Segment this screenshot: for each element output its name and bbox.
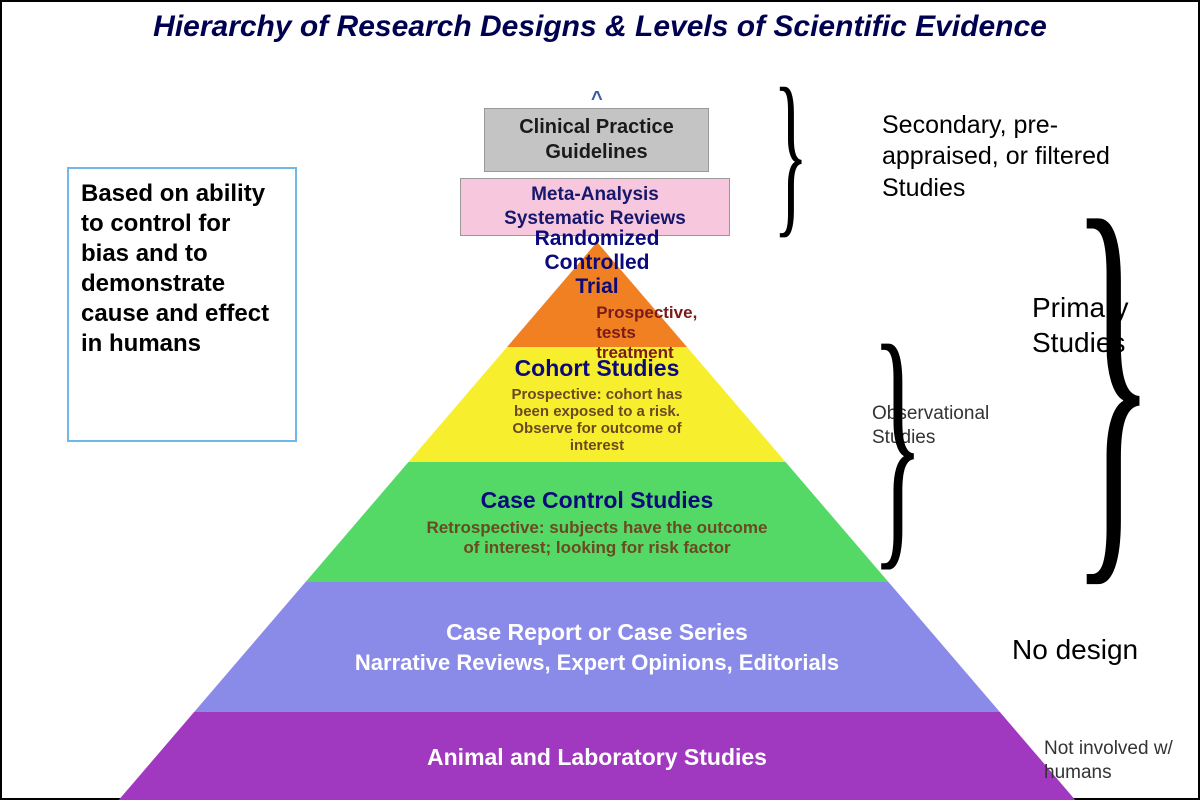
- right-label-nothumans: Not involved w/ humans: [1044, 737, 1200, 785]
- pyramid-label-rct: Randomized Controlled TrialProspective, …: [596, 242, 598, 347]
- pyramid-label-cohort: Cohort StudiesProspective: cohort has be…: [506, 347, 688, 462]
- brace-primary: }: [1071, 167, 1156, 587]
- pyramid-label-animal: Animal and Laboratory Studies: [193, 712, 1000, 800]
- brace-observ: }: [871, 313, 923, 572]
- pyramid-label-casecontrol: Case Control StudiesRetrospective: subje…: [408, 462, 787, 582]
- right-label-nodesign: No design: [1012, 632, 1200, 667]
- brace-secondary: }: [773, 67, 808, 240]
- pyramid-label-casereport: Case Report or Case SeriesNarrative Revi…: [305, 582, 890, 712]
